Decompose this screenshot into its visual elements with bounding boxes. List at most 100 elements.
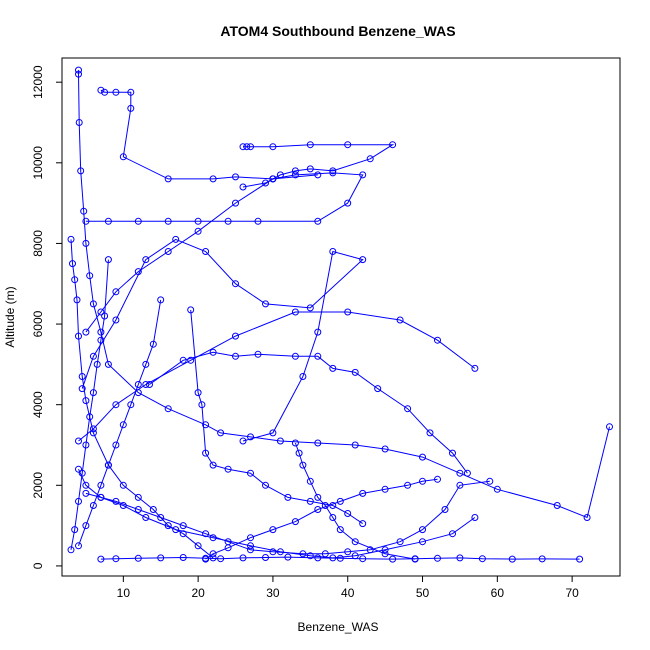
data-point	[179, 554, 187, 561]
series-4	[239, 141, 397, 191]
data-point	[157, 514, 165, 521]
data-point	[127, 104, 135, 112]
data-point	[441, 506, 449, 513]
data-point	[97, 481, 105, 489]
data-point	[82, 328, 90, 336]
data-point	[344, 510, 352, 517]
data-point	[254, 350, 262, 358]
data-point	[232, 173, 239, 181]
data-point	[381, 485, 389, 493]
data-point	[75, 332, 82, 340]
data-point	[419, 538, 426, 546]
y-axis: 0 2000 4000 6000 8000 10000 12000	[31, 65, 62, 569]
data-point	[97, 86, 105, 94]
data-point	[89, 389, 97, 397]
series-7	[75, 308, 479, 445]
data-point	[314, 328, 322, 336]
data-point	[78, 385, 86, 393]
data-point	[142, 360, 150, 368]
x-tick-label: 10	[117, 586, 131, 600]
data-point	[112, 441, 120, 449]
data-point	[314, 493, 322, 501]
data-point	[321, 550, 329, 558]
data-point	[329, 364, 337, 372]
data-point	[232, 280, 239, 288]
data-point	[149, 506, 157, 513]
data-point	[276, 437, 284, 445]
x-tick-label: 60	[491, 586, 505, 600]
series-line	[78, 70, 610, 519]
data-point	[78, 469, 86, 477]
data-point	[89, 352, 97, 360]
data-point	[262, 300, 269, 308]
data-point	[75, 465, 82, 473]
data-point	[314, 506, 322, 513]
data-point	[97, 308, 105, 316]
series-line	[70, 259, 109, 550]
data-point	[434, 336, 441, 344]
data-point	[89, 429, 97, 437]
series-11	[97, 553, 584, 563]
data-point	[299, 461, 307, 469]
data-point	[351, 538, 359, 546]
data-point	[291, 308, 299, 316]
data-point	[553, 502, 561, 509]
data-point	[396, 316, 404, 324]
data-point	[239, 554, 247, 562]
data-point	[194, 389, 202, 397]
data-point	[104, 256, 112, 264]
series-6	[78, 235, 367, 445]
series-16	[67, 256, 112, 554]
data-point	[359, 555, 367, 563]
data-point	[359, 489, 367, 497]
data-point	[306, 477, 314, 485]
data-point	[82, 489, 90, 497]
data-point	[329, 248, 337, 255]
data-point	[295, 449, 303, 457]
data-point	[232, 332, 239, 340]
data-point	[86, 272, 94, 280]
series-12	[187, 306, 367, 528]
series-line	[78, 311, 476, 442]
data-point	[179, 356, 187, 364]
data-point	[314, 439, 322, 447]
data-point	[164, 405, 172, 413]
data-point	[112, 401, 120, 409]
series-line	[85, 480, 490, 555]
x-tick-label: 40	[341, 586, 355, 600]
data-point	[419, 477, 426, 485]
data-point	[224, 544, 232, 552]
data-point	[172, 526, 180, 534]
data-point	[314, 554, 322, 562]
data-point	[434, 554, 441, 562]
plot-area	[67, 66, 613, 563]
data-point	[86, 413, 94, 421]
data-point	[239, 143, 247, 151]
data-point	[71, 276, 79, 284]
data-point	[389, 141, 397, 149]
data-point	[127, 401, 135, 409]
data-point	[101, 88, 109, 96]
data-point	[306, 165, 314, 173]
data-point	[75, 497, 82, 505]
data-point	[112, 497, 120, 505]
data-point	[209, 175, 217, 183]
data-point	[134, 506, 142, 513]
data-point	[75, 119, 83, 126]
data-point	[202, 530, 210, 538]
y-tick-label: 0	[31, 562, 45, 569]
x-tick-label: 50	[416, 586, 430, 600]
plot-frame	[61, 57, 621, 577]
data-point	[119, 481, 127, 489]
data-point	[232, 199, 239, 207]
series-line	[78, 299, 162, 546]
data-point	[217, 429, 225, 437]
data-point	[374, 385, 382, 393]
data-point	[134, 217, 142, 225]
series-8	[146, 348, 471, 477]
data-point	[456, 469, 464, 477]
data-point	[209, 348, 217, 356]
data-point	[164, 248, 172, 255]
data-point	[77, 167, 85, 175]
